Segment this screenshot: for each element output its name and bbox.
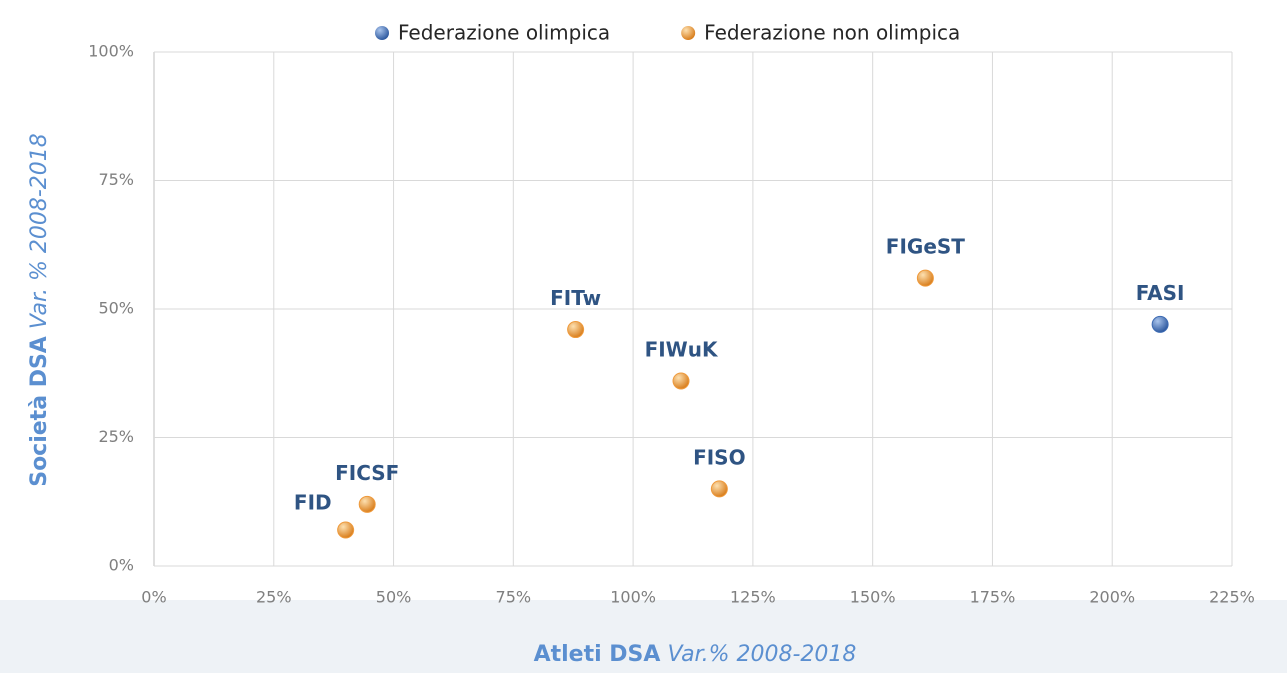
x-tick-label: 0% [141, 588, 166, 607]
plot-background [0, 0, 1287, 600]
legend-marker [681, 26, 696, 40]
point [1151, 315, 1169, 333]
y-tick-label: 25% [98, 427, 134, 446]
x-tick-label: 200% [1089, 588, 1135, 607]
point-label: FITw [550, 286, 601, 310]
x-tick-label: 225% [1209, 588, 1255, 607]
point [710, 480, 728, 498]
point [358, 495, 376, 513]
point-label: FASI [1136, 281, 1185, 305]
y-tick-label: 100% [88, 42, 134, 61]
y-axis-label-main: Società DSA [27, 336, 52, 487]
point [672, 372, 690, 390]
x-tick-label: 125% [730, 588, 776, 607]
point [567, 321, 585, 339]
y-tick-label: 0% [109, 556, 134, 575]
legend-marker [375, 26, 389, 40]
point [337, 521, 355, 539]
y-tick-label: 50% [98, 299, 134, 318]
x-tick-label: 150% [850, 588, 896, 607]
point-label: FIWuK [645, 337, 719, 361]
x-axis-label-main: Atleti DSA [534, 642, 661, 667]
x-axis-label-note: Var.% 2008-2018 [667, 642, 856, 667]
point-label: FIGeST [886, 235, 965, 259]
x-tick-label: 175% [970, 588, 1016, 607]
point-label: FISO [693, 445, 746, 469]
point [916, 269, 934, 287]
x-tick-label: 25% [256, 588, 292, 607]
y-tick-label: 75% [98, 170, 134, 189]
point-label: FID [294, 491, 332, 515]
legend-label: Federazione non olimpica [704, 21, 960, 45]
x-axis-label: Atleti DSA Var.% 2008-2018 [534, 642, 857, 667]
x-tick-label: 100% [610, 588, 656, 607]
x-tick-label: 50% [376, 588, 412, 607]
y-axis-label: Società DSA Var. % 2008-2018 [27, 133, 52, 487]
x-tick-label: 75% [496, 588, 532, 607]
legend-label: Federazione olimpica [398, 21, 610, 45]
point-label: FICSF [335, 461, 399, 485]
y-axis-label-note: Var. % 2008-2018 [27, 133, 52, 329]
